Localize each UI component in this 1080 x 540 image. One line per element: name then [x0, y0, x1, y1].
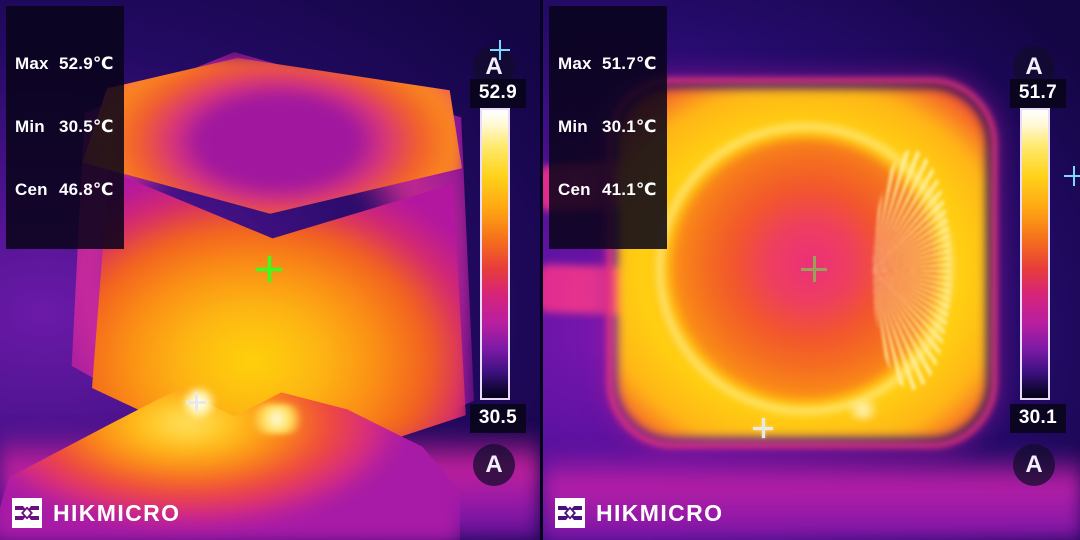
readout-cen-label: Cen [15, 180, 48, 199]
disc-serrated-edge [873, 150, 951, 390]
readout-min-value: 30.1℃ [602, 117, 657, 136]
readout-row-cen: Cen 41.1℃ [558, 179, 657, 200]
auto-mode-button-bottom[interactable]: A [1013, 444, 1055, 486]
readout-min-label: Min [558, 117, 588, 136]
crosshair-vertical [195, 392, 198, 412]
auto-mode-button-bottom[interactable]: A [473, 444, 515, 486]
device-hot-spot [843, 400, 883, 420]
brand-watermark-left: HIKMICRO [12, 498, 180, 528]
scale-min-label: 30.1 [1009, 404, 1066, 433]
crosshair-vertical [762, 418, 765, 438]
hot-spot-right [248, 404, 306, 434]
scale-max-label: 51.7 [1009, 79, 1066, 108]
temperature-readout-left: Max 52.9℃ Min 30.5℃ Cen 46.8℃ [6, 6, 124, 249]
readout-max-value: 51.7℃ [602, 54, 657, 73]
readout-row-min: Min 30.1℃ [558, 116, 657, 137]
thermal-panel-left[interactable]: Max 52.9℃ Min 30.5℃ Cen 46.8℃ A 52.9 30.… [0, 0, 540, 540]
brand-name: HIKMICRO [596, 499, 724, 526]
readout-row-max: Max 51.7℃ [558, 53, 657, 74]
readout-max-label: Max [558, 54, 592, 73]
center-crosshair-marker [801, 256, 827, 282]
readout-min-label: Min [15, 117, 45, 136]
scale-min-label: 30.5 [469, 404, 526, 433]
min-temperature-marker [186, 392, 206, 412]
hikmicro-diamond-icon [12, 498, 42, 528]
temperature-color-scale[interactable] [480, 108, 510, 400]
readout-cen-label: Cen [558, 180, 591, 199]
readout-row-max: Max 52.9℃ [15, 53, 114, 74]
brand-name: HIKMICRO [53, 499, 181, 526]
cool-foreground [543, 450, 1080, 540]
crosshair-vertical [268, 256, 271, 282]
scale-max-label: 52.9 [469, 79, 526, 108]
thermal-panel-right[interactable]: Max 51.7℃ Min 30.1℃ Cen 41.1℃ A 51.7 30.… [540, 0, 1080, 540]
brand-watermark-right: HIKMICRO [555, 498, 723, 528]
readout-cen-value: 41.1℃ [602, 180, 657, 199]
readout-min-value: 30.5℃ [59, 117, 114, 136]
temperature-readout-right: Max 51.7℃ Min 30.1℃ Cen 41.1℃ [549, 6, 667, 249]
readout-row-min: Min 30.5℃ [15, 116, 114, 137]
min-temperature-marker [753, 418, 773, 438]
readout-max-label: Max [15, 54, 49, 73]
center-crosshair-marker [256, 256, 282, 282]
temperature-color-scale[interactable] [1020, 108, 1050, 400]
readout-max-value: 52.9℃ [59, 54, 114, 73]
readout-cen-value: 46.8℃ [59, 180, 114, 199]
thermal-scene-left [0, 0, 540, 540]
crosshair-vertical [813, 256, 816, 282]
hikmicro-diamond-icon [555, 498, 585, 528]
readout-row-cen: Cen 46.8℃ [15, 179, 114, 200]
